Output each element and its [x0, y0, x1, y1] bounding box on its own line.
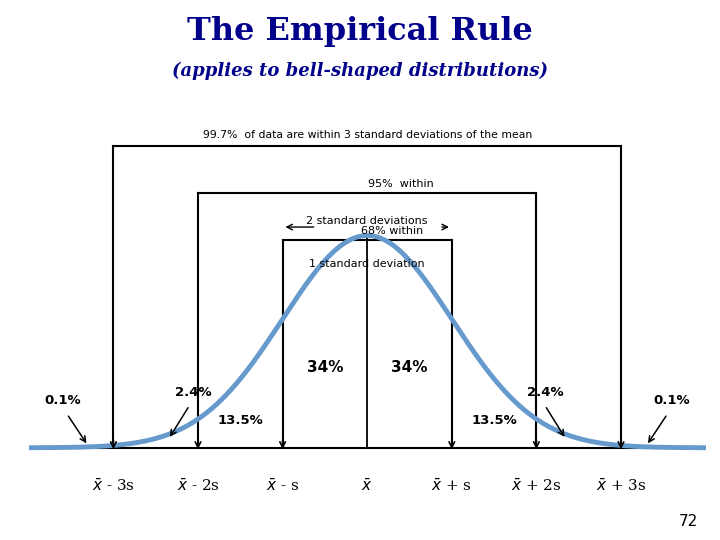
Text: $\bar{x}$: $\bar{x}$ [361, 477, 373, 494]
Text: The Empirical Rule: The Empirical Rule [187, 16, 533, 47]
Text: 2.4%: 2.4% [526, 386, 563, 399]
Text: 99.7%  of data are within 3 standard deviations of the mean: 99.7% of data are within 3 standard devi… [202, 130, 532, 140]
Text: (applies to bell-shaped distributions): (applies to bell-shaped distributions) [172, 62, 548, 80]
Text: 1 standard deviation: 1 standard deviation [310, 259, 425, 269]
Text: $\bar{x}$ + 2s: $\bar{x}$ + 2s [511, 477, 562, 494]
Text: $\bar{x}$ - 3s: $\bar{x}$ - 3s [92, 477, 135, 494]
Text: $\bar{x}$ - 2s: $\bar{x}$ - 2s [176, 477, 220, 494]
Text: $\bar{x}$ - s: $\bar{x}$ - s [266, 477, 300, 494]
Text: 95%  within: 95% within [368, 179, 434, 189]
Text: 68% within: 68% within [361, 226, 423, 235]
Text: 13.5%: 13.5% [217, 414, 264, 427]
Text: 13.5%: 13.5% [471, 414, 517, 427]
Text: 34%: 34% [307, 360, 343, 375]
Text: $\bar{x}$ + s: $\bar{x}$ + s [431, 477, 472, 494]
Text: 34%: 34% [391, 360, 428, 375]
Text: 2.4%: 2.4% [176, 386, 212, 399]
Text: 0.1%: 0.1% [45, 394, 81, 408]
Text: 72: 72 [679, 514, 698, 529]
Text: 0.1%: 0.1% [654, 394, 690, 408]
Text: $\bar{x}$ + 3s: $\bar{x}$ + 3s [595, 477, 647, 494]
Text: 2 standard deviations: 2 standard deviations [307, 217, 428, 226]
